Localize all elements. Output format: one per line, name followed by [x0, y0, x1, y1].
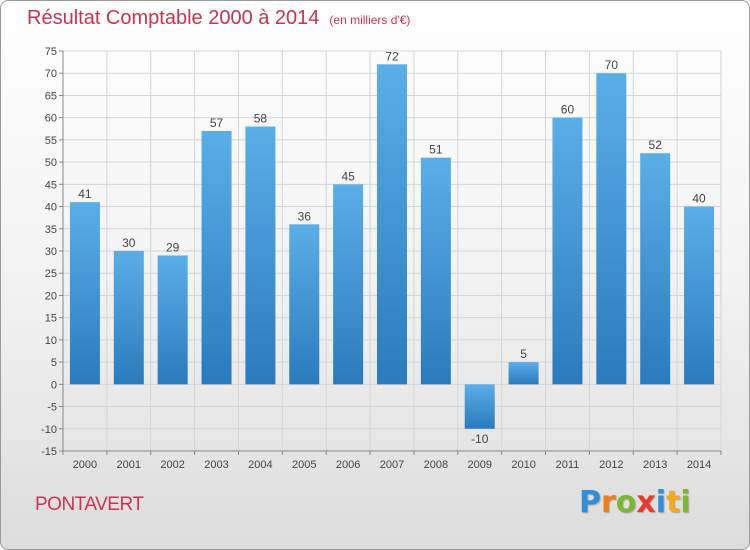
x-tick-label: 2012: [599, 459, 623, 471]
y-tick-label: 45: [45, 179, 57, 191]
y-tick-label: 50: [45, 157, 57, 169]
bar-2007: [377, 64, 407, 385]
y-tick-label: 65: [45, 90, 57, 102]
bar-2001: [113, 251, 144, 385]
x-tick-label: 2006: [336, 459, 360, 471]
y-tick-label: 30: [45, 246, 57, 258]
x-tick-label: 2010: [511, 459, 535, 471]
x-tick-label: 2014: [687, 459, 711, 471]
x-tick-label: 2003: [204, 459, 228, 471]
data-label: 57: [210, 116, 224, 130]
x-tick-label: 2000: [73, 459, 97, 471]
y-tick-label: -15: [41, 446, 57, 458]
bar-2012: [596, 73, 627, 385]
data-label: 51: [429, 143, 443, 157]
logo-letter: x: [636, 485, 656, 520]
logo-letter: r: [601, 485, 616, 520]
data-label: 45: [341, 169, 355, 183]
logo-letter: P: [579, 485, 601, 520]
x-tick-label: 2001: [117, 459, 141, 471]
y-tick-label: 60: [45, 113, 57, 125]
bar-2006: [333, 184, 364, 385]
bar-2010: [508, 362, 539, 385]
data-label: 72: [385, 49, 399, 63]
y-tick-label: 70: [45, 68, 57, 80]
place-name: PONTAVERT: [35, 494, 144, 515]
data-label: 58: [254, 112, 268, 126]
bar-2009: [464, 384, 495, 429]
bar-2014: [684, 206, 715, 385]
bar-2002: [157, 255, 188, 385]
bar-2004: [245, 126, 276, 385]
data-label: 70: [605, 58, 619, 72]
chart-subtitle: (en milliers d'€): [329, 13, 411, 27]
data-label: 60: [561, 103, 575, 117]
data-label: 29: [166, 240, 180, 254]
x-tick-label: 2002: [160, 459, 184, 471]
data-label: 41: [78, 187, 92, 201]
data-label: 40: [692, 192, 706, 206]
y-tick-label: 5: [51, 357, 57, 369]
data-label: 52: [649, 138, 663, 152]
proxiti-logo: Proxiti: [579, 485, 691, 520]
x-tick-label: 2005: [292, 459, 316, 471]
y-tick-label: 25: [45, 268, 57, 280]
y-tick-label: 20: [45, 290, 57, 302]
y-tick-label: 15: [45, 313, 57, 325]
y-tick-label: 10: [45, 335, 57, 347]
y-tick-label: 0: [51, 379, 57, 391]
data-labels: 41 30 29 57 58 36 45 72 51 -10 5 60 70 52 40: [78, 49, 706, 445]
logo-letter: i: [680, 485, 691, 520]
logo-letter: o: [615, 485, 637, 520]
bar-2003: [201, 131, 232, 385]
bar-2013: [640, 153, 671, 385]
bars: [69, 64, 715, 429]
x-tick-label: 2013: [643, 459, 667, 471]
data-label: 30: [122, 236, 136, 250]
logo-letter: t: [666, 485, 681, 520]
bar-2011: [552, 117, 583, 385]
bar-2005: [289, 224, 320, 385]
data-label: -10: [471, 432, 489, 446]
x-tick-label: 2011: [556, 459, 580, 471]
bar-2000: [69, 202, 100, 385]
bar-2008: [420, 157, 451, 385]
title-text: Résultat Comptable 2000 à 2014: [27, 7, 320, 29]
y-tick-label: 40: [45, 202, 57, 214]
y-tick-label: -10: [41, 424, 57, 436]
chart-title: Résultat Comptable 2000 à 2014 (en millie…: [27, 7, 410, 30]
axes: -15 -10 -5 0 5 10 15 20 25 30 35 40 45 50 55 60 65 70 75 20…: [41, 46, 722, 471]
y-tick-label: 35: [45, 224, 57, 236]
x-tick-label: 2008: [424, 459, 448, 471]
y-tick-label: -5: [47, 402, 57, 414]
x-tick-label: 2007: [380, 459, 404, 471]
data-label: 5: [520, 347, 527, 361]
data-label: 36: [298, 209, 312, 223]
x-tick-label: 2004: [248, 459, 272, 471]
y-tick-label: 55: [45, 135, 57, 147]
x-tick-label: 2009: [467, 459, 491, 471]
logo-letter: i: [655, 485, 667, 520]
y-tick-label: 75: [45, 46, 57, 58]
